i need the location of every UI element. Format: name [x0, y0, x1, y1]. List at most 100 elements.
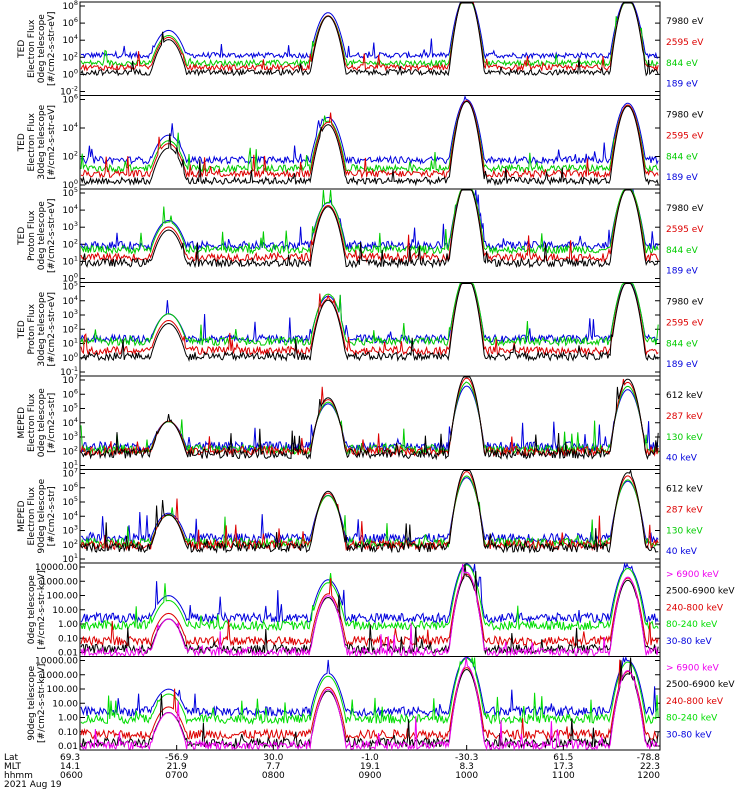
y-tick-label: 102: [62, 150, 78, 163]
y-tick-label: 103: [62, 220, 78, 233]
series-line: [80, 564, 659, 632]
legend-entry: 2595 eV: [666, 225, 704, 235]
y-tick-label: 100: [62, 272, 78, 285]
y-axis-label: TED Electron Flux 0deg telescope [#/cm2-s-s…: [17, 11, 57, 86]
y-axis-label: MEPED Electron Flux 90deg telescope [#/cm2-…: [17, 478, 57, 553]
y-axis-label-line: 0deg telescope: [37, 201, 47, 271]
legend-entry: 612 keV: [666, 485, 703, 495]
y-axis-label-line: MEPED: [17, 500, 27, 532]
y-axis-label-line: [#/cm2-s-str]: [47, 486, 57, 546]
legend-entry: 844 eV: [666, 339, 699, 349]
series-line: [80, 562, 659, 625]
x-row-label: hhmm: [4, 771, 33, 781]
y-axis-label-line: TED: [17, 227, 27, 246]
y-tick-label: 1.00: [58, 620, 78, 630]
y-axis-label-line: TED: [17, 133, 27, 152]
y-tick-label: 108: [62, 0, 78, 12]
y-tick-label: 102: [62, 237, 78, 250]
y-axis-label-line: [#/cm2-s-str-eV]: [47, 105, 57, 180]
legend-entry: 844 eV: [666, 59, 699, 69]
y-tick-label: 107: [62, 467, 78, 480]
y-axis-label: 90deg telescope [#/cm2-s-str-keV]: [27, 664, 47, 743]
series-line: [80, 282, 659, 345]
y-axis-label-line: 30deg telescope: [37, 291, 47, 366]
y-tick-label: 100: [62, 178, 78, 191]
y-tick-label: 1000.00: [41, 577, 78, 587]
y-tick-label: 101: [62, 552, 78, 565]
legend-entry: 287 keV: [666, 505, 703, 515]
panel-ted-p-0: 105 104 103 102 101 100 TED Proton Flux 0deg tel…: [17, 186, 704, 285]
y-tick-label: 103: [62, 308, 78, 321]
legend-entry: 844 eV: [666, 246, 699, 256]
y-tick-label: 100.00: [47, 592, 79, 602]
y-tick-label: 105: [62, 495, 78, 508]
series-line: [80, 468, 659, 554]
x-tick-label: 14.1: [60, 762, 80, 772]
y-tick-label: 0.10: [58, 634, 78, 644]
panel-frame: [79, 562, 661, 657]
legend-entry: 240-800 keV: [666, 603, 724, 613]
series-line: [80, 655, 659, 718]
legend-entry: 40 keV: [666, 547, 698, 557]
y-tick-label: 102: [62, 50, 78, 63]
series-line: [80, 376, 659, 461]
legend-entry: 612 keV: [666, 391, 703, 401]
series-line: [80, 189, 659, 263]
y-tick-label: 106: [62, 387, 78, 400]
y-tick-label: 101: [62, 459, 78, 472]
x-tick-label: -30.3: [455, 753, 478, 763]
y-axis-label: TED Proton Flux 0deg telescope [#/cm2-s-str…: [17, 198, 57, 273]
series-line: [80, 100, 659, 187]
series-line: [80, 283, 659, 347]
legend-entry: 40 keV: [666, 454, 698, 464]
legend-entry: 2500-6900 keV: [666, 587, 735, 597]
x-tick-label: 21.9: [167, 762, 187, 772]
series-line: [80, 2, 659, 60]
y-tick-label: 106: [62, 481, 78, 494]
y-tick-label: 100: [62, 351, 78, 364]
x-tick-label: 19.1: [360, 762, 380, 772]
y-tick-label: 107: [62, 373, 78, 386]
legend-entry: 130 keV: [666, 526, 703, 536]
panel-frame: [79, 188, 661, 283]
legend-entry: 80-240 keV: [666, 714, 718, 724]
y-tick-label: 105: [62, 402, 78, 415]
y-tick-label: 101: [62, 337, 78, 350]
legend-entry: 80-240 keV: [666, 620, 718, 630]
panel-frame: [79, 95, 661, 190]
x-tick-label: 69.3: [60, 753, 80, 763]
y-tick-label: 10000.00: [35, 657, 78, 667]
y-axis-label-line: MEPED: [17, 407, 27, 439]
x-row-label: Lat: [4, 753, 19, 763]
y-tick-label: 1.00: [58, 714, 78, 724]
legend-entry: 844 eV: [666, 152, 699, 162]
y-axis-label-line: [#/cm2-s-str-eV]: [47, 11, 57, 86]
series-line: [80, 657, 659, 726]
y-tick-label: 0.01: [58, 742, 78, 752]
y-tick-label: 100: [62, 67, 78, 80]
y-tick-label: 10.00: [52, 606, 78, 616]
series-line: [80, 2, 659, 68]
y-axis-label-line: [#/cm2-s-str]: [47, 393, 57, 453]
y-tick-label: 0.10: [58, 728, 78, 738]
x-tick-label: 0900: [359, 771, 382, 781]
legend-entry: 2595 eV: [666, 38, 704, 48]
x-tick-label: -56.9: [165, 753, 189, 763]
y-tick-label: 103: [62, 430, 78, 443]
y-axis-label-line: TED: [17, 40, 27, 59]
series-line: [80, 188, 659, 252]
legend-entry: 7980 eV: [666, 17, 704, 27]
y-axis-label-line: Electron Flux: [27, 112, 37, 171]
series-line: [80, 2, 659, 73]
y-tick-label: 10000.00: [35, 563, 78, 573]
y-tick-label: 102: [62, 444, 78, 457]
y-axis-label-line: Proton Flux: [27, 210, 37, 261]
legend-entry: 7980 eV: [666, 111, 704, 121]
x-tick-label: 30.0: [263, 753, 283, 763]
legend-entry: 2500-6900 keV: [666, 680, 735, 690]
x-tick-label: 1200: [637, 771, 660, 781]
